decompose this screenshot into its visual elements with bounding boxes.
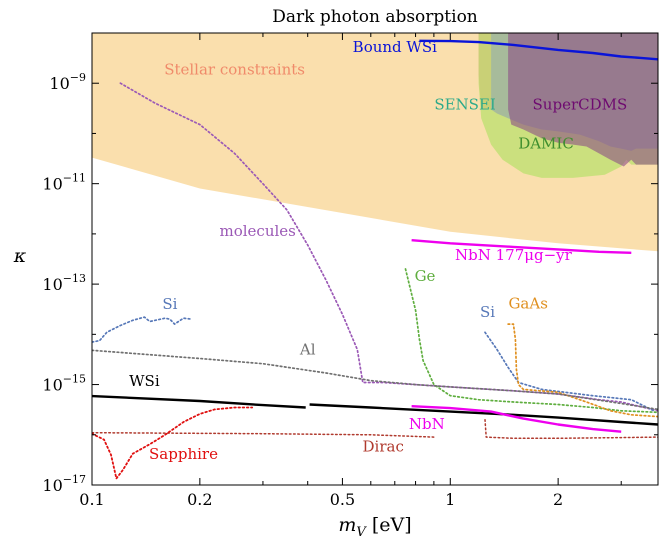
series-al-7 [92,349,658,411]
label-nbn-13: NbN [409,415,445,433]
series-bound-wsi-0 [419,39,658,61]
label-si-8: Si [162,295,177,313]
series-ge-3 [404,268,658,414]
plot-frame [91,32,659,486]
label-dirac-14: Dirac [363,438,404,456]
x-tick-label: 0.2 [187,490,212,509]
series-dirac-11 [92,431,435,438]
series-wsi-8 [92,394,306,409]
y-tick-label: 10−15 [42,373,86,395]
region-supercdms [508,33,658,167]
series-sapphire-13 [92,406,254,480]
label-sapphire-15: Sapphire [149,445,218,463]
series-si-5 [484,331,655,412]
label-supercdms-3: SuperCDMS [533,96,628,114]
label-molecules-5: molecules [220,222,296,240]
label-stellar-constraints-0: Stellar constraints [164,60,305,78]
excluded-regions [92,33,658,252]
x-tick-label: 0.1 [79,490,104,509]
label-wsi-12: WSi [129,372,160,390]
series-gaas-6 [507,323,658,418]
series-lines [92,39,658,480]
label-damic-4: DAMIC [518,135,574,153]
y-tick-label: 10−11 [42,172,86,194]
label-si-9: Si [480,303,495,321]
y-tick-label: 10−17 [42,473,86,495]
chart-title: Dark photon absorption [272,7,478,27]
x-tick-label: 1 [445,490,455,509]
axis-ticks: 0.1 0.2 0.5 1 2 10−9 10−11 10−13 10−15 10−17 [42,32,658,509]
series-nbn-10 [411,405,622,433]
x-tick-label: 0.5 [330,490,355,509]
label-ge-7: Ge [415,267,436,285]
label-gaas-10: GaAs [508,294,547,312]
label-al-11: Al [299,340,316,358]
y-tick-label: 10−13 [42,272,86,294]
curve-labels: Stellar constraints Bound WSi SENSEI SuperC… [129,38,627,463]
series-si-4 [92,316,193,343]
y-tick-label: 10−9 [49,71,86,93]
x-tick-label: 2 [553,490,563,509]
x-axis-label: mV [eV] [338,514,411,540]
y-axis-label: κ [13,245,27,267]
label-bound-wsi-1: Bound WSi [353,38,437,56]
series-wsi-9 [309,403,658,426]
series-nbn-177-g-yr-2 [411,239,632,254]
label-sensei-2: SENSEI [434,96,496,114]
series-dirac-12 [484,418,658,440]
label-nbn-177-g-yr-6: NbN 177μg−yr [455,246,573,264]
